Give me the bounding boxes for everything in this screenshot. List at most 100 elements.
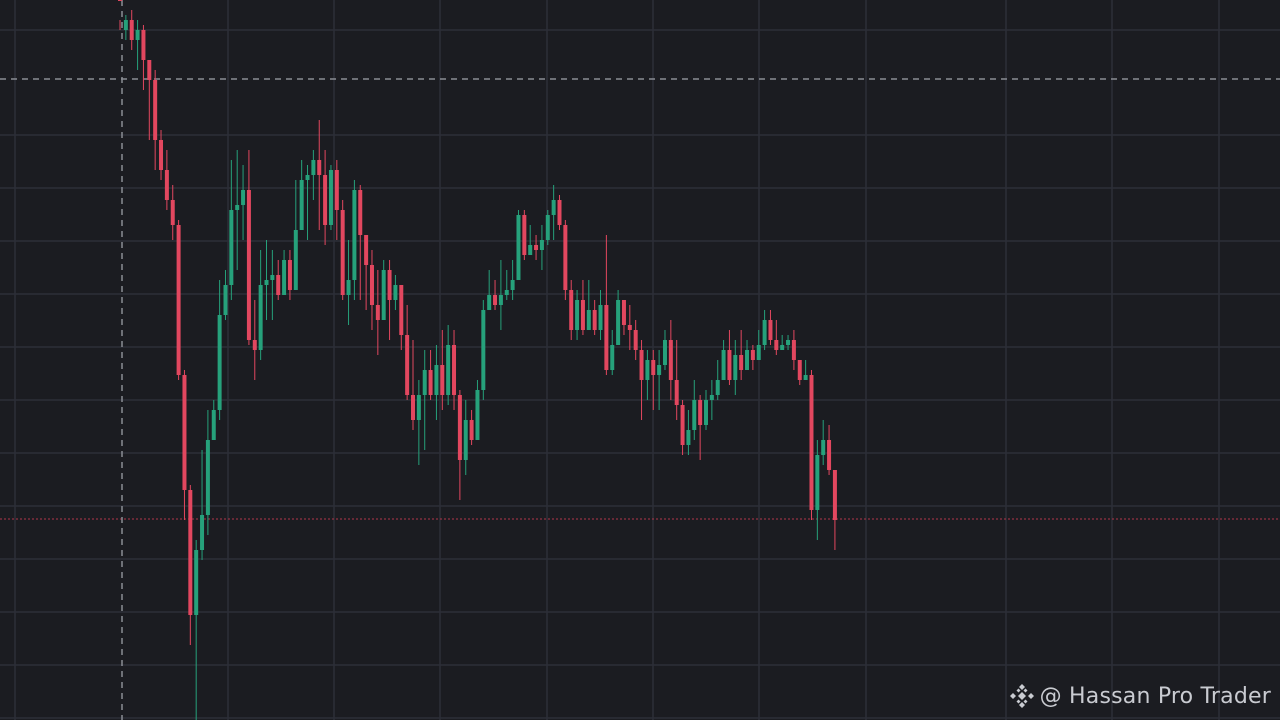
candle: [305, 165, 310, 240]
candle-body: [791, 340, 796, 360]
candle: [159, 130, 164, 180]
candle: [469, 410, 474, 445]
candle-body: [223, 285, 228, 315]
candle-body: [686, 430, 691, 445]
candle: [381, 260, 386, 320]
candle-body: [516, 215, 521, 280]
candle-body: [276, 275, 281, 295]
candle: [586, 280, 591, 330]
candle: [633, 320, 638, 360]
candle: [721, 340, 726, 380]
candle-body: [621, 300, 626, 325]
candle: [627, 305, 632, 350]
candle-body: [282, 260, 287, 295]
candle-body: [299, 180, 304, 230]
candle: [270, 250, 275, 320]
candle-body: [815, 455, 820, 510]
candle: [334, 160, 339, 240]
candle: [645, 350, 650, 400]
candle: [229, 160, 234, 300]
candle: [323, 150, 328, 245]
candle: [123, 15, 128, 40]
candle-body: [662, 340, 667, 365]
candle: [745, 340, 750, 370]
candle-body: [504, 290, 509, 295]
candle: [557, 195, 562, 230]
candle-body: [481, 310, 486, 390]
candle-body: [610, 345, 615, 370]
candle-body: [317, 160, 322, 175]
candle-body: [452, 345, 457, 395]
binance-logo-icon: [1009, 684, 1034, 708]
candle-body: [170, 200, 175, 225]
candle-body: [510, 280, 515, 290]
candle: [223, 270, 228, 320]
candle-body: [217, 315, 222, 410]
candle: [797, 360, 802, 385]
candle: [340, 200, 345, 300]
candle: [276, 260, 281, 300]
candle-body: [241, 190, 246, 205]
candle-body: [346, 280, 351, 295]
candle: [293, 180, 298, 290]
candle: [774, 320, 779, 355]
candle: [364, 235, 369, 310]
candle-body: [258, 285, 263, 350]
candle: [662, 330, 667, 370]
candle: [387, 260, 392, 340]
candle-body: [698, 400, 703, 425]
candle-body: [821, 440, 826, 455]
candle: [510, 260, 515, 300]
candle: [545, 210, 550, 245]
candle: [369, 250, 374, 330]
candle: [493, 280, 498, 310]
candle: [170, 185, 175, 240]
candle-body: [803, 375, 808, 380]
candle-body: [469, 420, 474, 440]
candle-body: [211, 410, 216, 440]
candle: [791, 330, 796, 370]
candle-body: [381, 270, 386, 320]
candle: [616, 290, 621, 345]
candle: [803, 360, 808, 380]
candle-body: [774, 340, 779, 350]
candle-body: [528, 245, 533, 255]
candle: [188, 485, 193, 645]
candle-body: [264, 280, 269, 285]
candle: [194, 540, 199, 720]
candle: [598, 290, 603, 340]
candle: [534, 235, 539, 260]
candle: [153, 70, 158, 170]
candle-body: [205, 440, 210, 515]
candle-body: [592, 310, 597, 330]
candle-body: [709, 395, 714, 400]
candle-body: [668, 340, 673, 380]
candle-body: [147, 60, 152, 80]
candle-body: [598, 305, 603, 330]
candle: [780, 335, 785, 350]
candle: [346, 240, 351, 325]
candle-body: [762, 320, 767, 345]
candle-body: [411, 395, 415, 420]
candle-body: [393, 285, 398, 300]
candle: [639, 340, 644, 420]
candle: [786, 335, 791, 350]
candle-body: [463, 420, 468, 460]
candle: [539, 225, 544, 270]
candle-body: [328, 170, 333, 225]
candle: [246, 150, 251, 345]
candle-body: [692, 400, 697, 430]
candle-body: [704, 400, 708, 425]
candle: [352, 180, 357, 300]
candle: [241, 165, 246, 240]
candle-body: [487, 295, 492, 310]
candle-body: [246, 190, 251, 340]
candle-body: [827, 440, 832, 470]
candle-body: [680, 405, 685, 445]
candle: [393, 275, 398, 310]
candle-body: [287, 260, 292, 290]
